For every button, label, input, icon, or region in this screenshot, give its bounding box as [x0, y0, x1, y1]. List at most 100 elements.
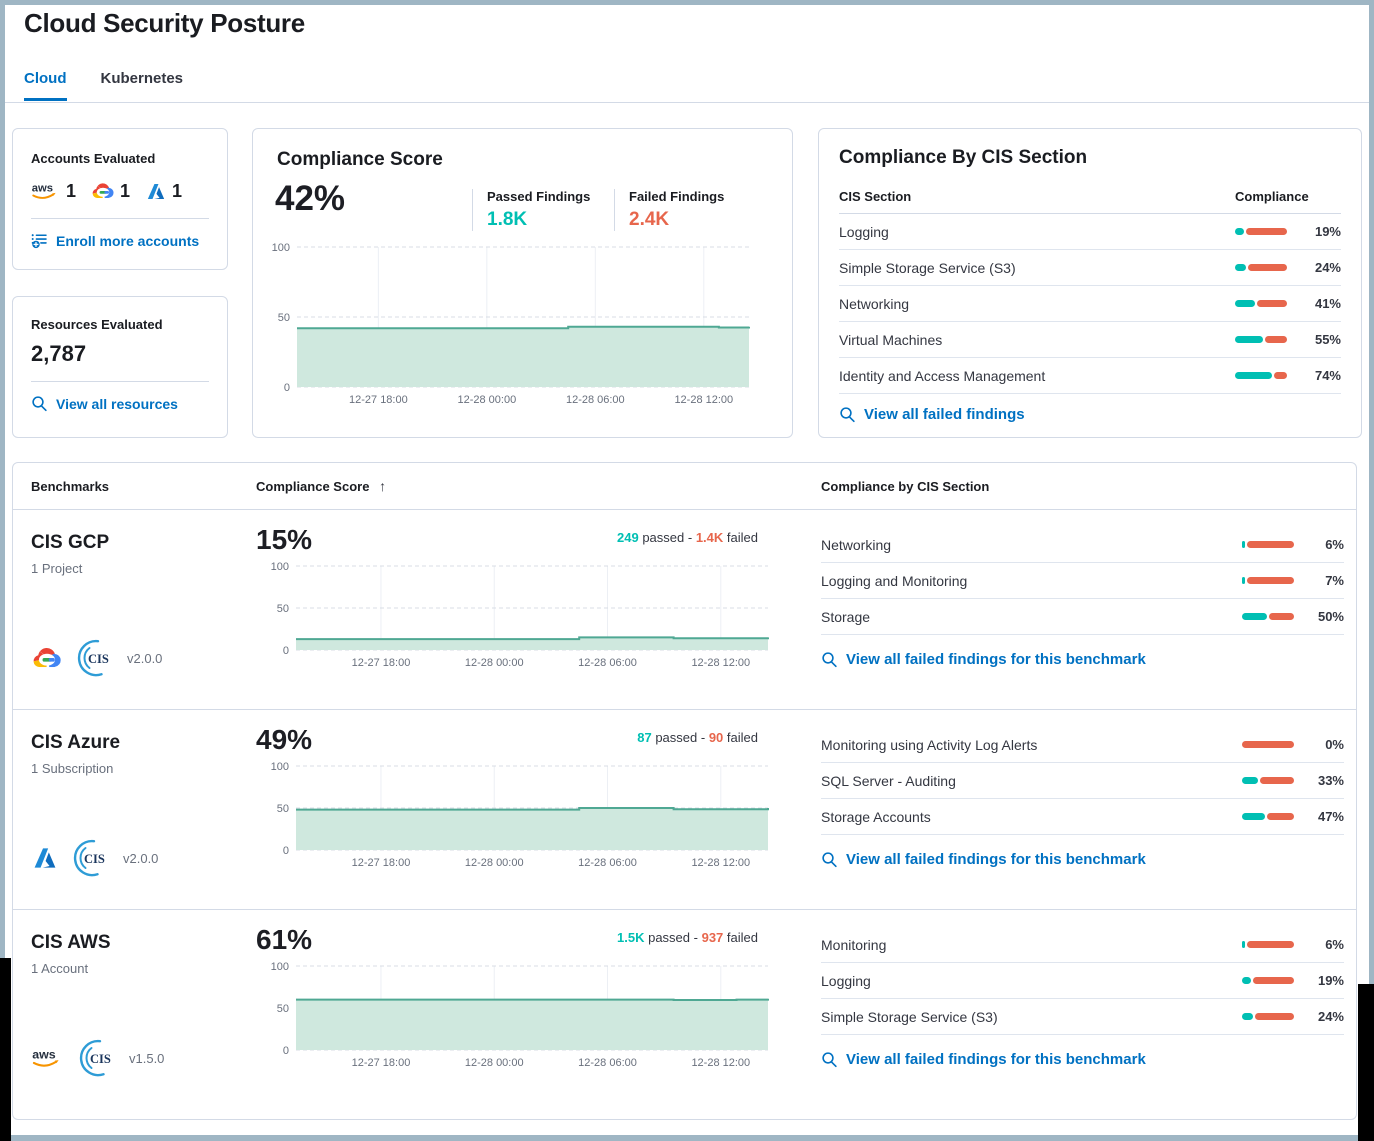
cis-section-label: Logging [839, 223, 889, 240]
svg-text:100: 100 [272, 242, 290, 254]
cis-section-row: Simple Storage Service (S3) 24% [839, 250, 1341, 286]
cis-section-row: Networking 41% [839, 286, 1341, 322]
compliance-bar [1235, 336, 1287, 343]
cis-section-row: Simple Storage Service (S3) 24% [821, 999, 1344, 1035]
view-all-resources-link[interactable]: View all resources [31, 395, 209, 412]
compliance-percentage: 33% [1317, 773, 1344, 788]
window-frame-top [0, 0, 1374, 5]
gcp-icon [31, 645, 63, 671]
cis-section-label: Monitoring [821, 936, 887, 953]
view-failed-findings-benchmark-link[interactable]: View all failed findings for this benchm… [821, 651, 1344, 668]
compliance-column-header: Compliance [1235, 188, 1309, 204]
cis-logo: CIS [77, 1038, 117, 1078]
cis-logo: CIS [75, 638, 115, 678]
compliance-bar [1242, 741, 1294, 748]
compliance-percentage: 24% [1317, 1009, 1344, 1024]
svg-text:0: 0 [283, 1045, 289, 1057]
compliance-trend-chart: 0 50 100 12-27 18:00 12-28 00:00 12-28 06:00 1… [262, 758, 774, 879]
cis-section-label: Identity and Access Management [839, 367, 1046, 384]
view-failed-findings-benchmark-link[interactable]: View all failed findings for this benchm… [821, 851, 1344, 868]
cis-section-label: Simple Storage Service (S3) [839, 259, 1016, 276]
failed-findings-label: Failed Findings [629, 189, 725, 204]
search-icon [839, 406, 856, 423]
compliance-bar [1235, 228, 1287, 235]
cis-section-label: Logging [821, 972, 871, 989]
compliance-bar [1235, 300, 1287, 307]
compliance-percentage: 6% [1325, 937, 1344, 952]
cis-section-row: Logging and Monitoring 7% [821, 563, 1344, 599]
card-divider [31, 218, 209, 219]
view-failed-findings-benchmark-link[interactable]: View all failed findings for this benchm… [821, 1051, 1344, 1068]
cis-section-row: Logging 19% [821, 963, 1344, 999]
passed-failed-summary: 249 passed - 1.4K failed [617, 530, 758, 545]
svg-text:12-28 06:00: 12-28 06:00 [566, 394, 625, 406]
cis-section-row: Storage Accounts 47% [821, 799, 1344, 835]
compliance-percentage: 19% [1317, 973, 1344, 988]
benchmark-name: CIS AWS [31, 932, 111, 953]
compliance-bar [1242, 941, 1294, 948]
svg-text:aws: aws [32, 182, 53, 194]
azure-account-stat: 1 [145, 181, 182, 202]
svg-text:50: 50 [277, 803, 289, 815]
aws-icon: aws [31, 180, 61, 202]
benchmark-version: v2.0.0 [127, 650, 163, 666]
compliance-bar [1242, 1013, 1294, 1020]
gcp-account-stat: 1 [91, 181, 130, 202]
cis-section-list: Monitoring 6% Logging 19% Simple Storage Ser… [821, 910, 1344, 1035]
failed-findings-stat: Failed Findings 2.4K [614, 189, 724, 231]
accounts-evaluated-title: Accounts Evaluated [31, 151, 156, 166]
svg-text:12-28 12:00: 12-28 12:00 [691, 857, 750, 869]
compliance-percentage: 6% [1325, 537, 1344, 552]
resources-evaluated-value: 2,787 [31, 341, 87, 366]
benchmark-version: v1.5.0 [129, 1050, 165, 1066]
cis-section-label: Simple Storage Service (S3) [821, 1008, 998, 1025]
svg-text:12-28 00:00: 12-28 00:00 [465, 1057, 524, 1069]
svg-text:12-28 12:00: 12-28 12:00 [691, 657, 750, 669]
tab-cloud[interactable]: Cloud [24, 70, 67, 101]
provider-counts-row: aws 1 1 1 [31, 178, 209, 204]
tab-kubernetes[interactable]: Kubernetes [100, 70, 184, 87]
benchmark-scope: 1 Subscription [31, 761, 114, 776]
svg-text:12-28 00:00: 12-28 00:00 [465, 857, 524, 869]
cis-section-list: Networking 6% Logging and Monitoring 7% Stor… [821, 510, 1344, 635]
compliance-percentage: 47% [1317, 809, 1344, 824]
benchmark-name: CIS Azure [31, 732, 121, 753]
cis-table-header: CIS Section Compliance [839, 179, 1341, 214]
benchmarks-table-header: Benchmarks Compliance Score ↑ Compliance… [13, 463, 1356, 510]
compliance-percentage: 55% [1314, 332, 1341, 347]
cis-section-label: Virtual Machines [839, 331, 943, 348]
svg-text:0: 0 [283, 645, 289, 657]
accounts-evaluated-card: Accounts Evaluated aws 1 1 [12, 128, 228, 270]
svg-text:50: 50 [277, 1003, 289, 1015]
svg-text:100: 100 [271, 761, 289, 773]
view-all-failed-findings-link[interactable]: View all failed findings [839, 406, 1341, 423]
screen-artifact-left [0, 958, 11, 1141]
aws-account-count: 1 [66, 180, 77, 201]
cis-section-list: Monitoring using Activity Log Alerts 0% SQ… [821, 710, 1344, 835]
compliance-percentage: 7% [1325, 573, 1344, 588]
compliance-bar [1235, 372, 1287, 379]
passed-failed-summary: 1.5K passed - 937 failed [617, 930, 758, 945]
benchmark-score: 61% [256, 924, 313, 955]
compliance-score-title: Compliance Score [277, 149, 443, 170]
compliance-bar [1235, 264, 1287, 271]
benchmark-row-cis-aws: CIS AWS 1 Account aws CIS v1.5.0 61% 1.5… [13, 910, 1356, 1109]
window-frame-left [0, 0, 5, 1141]
cis-section-column-header: CIS Section [839, 188, 912, 204]
benchmarks-column-header: Benchmarks [31, 478, 110, 494]
svg-text:12-28 12:00: 12-28 12:00 [674, 394, 733, 406]
cis-section-label: Storage [821, 608, 871, 625]
cis-logo: CIS [71, 838, 111, 878]
compliance-score-column-header[interactable]: Compliance Score ↑ [256, 478, 387, 494]
cis-section-row: Storage 50% [821, 599, 1344, 635]
window-frame-bottom [0, 1135, 1374, 1141]
cis-section-label: Monitoring using Activity Log Alerts [821, 736, 1038, 753]
cis-section-row: Monitoring 6% [821, 927, 1344, 963]
enroll-more-accounts-link[interactable]: Enroll more accounts [31, 232, 209, 249]
svg-text:0: 0 [283, 845, 289, 857]
aws-account-stat: aws 1 [31, 180, 76, 202]
sort-ascending-icon: ↑ [379, 478, 387, 494]
cis-section-label: Logging and Monitoring [821, 572, 968, 589]
svg-text:12-27 18:00: 12-27 18:00 [352, 657, 411, 669]
